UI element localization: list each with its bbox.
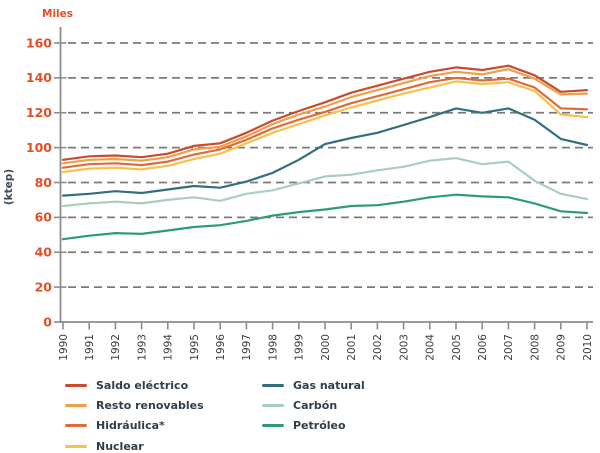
y-tick-label-20: 20 [35, 279, 53, 294]
series-line-resto-renovables [61, 68, 589, 165]
y-tick-label-160: 160 [26, 35, 52, 50]
x-tick-label-2006: 2006 [477, 334, 489, 361]
x-tick-label-1992: 1992 [110, 334, 122, 361]
y-tick-label-60: 60 [35, 210, 53, 225]
y-tick-label-0: 0 [43, 314, 52, 329]
series-line-gas-natural [61, 107, 589, 197]
legend-item-resto-renovables: Resto renovables [65, 395, 204, 415]
x-tick-label-2000: 2000 [320, 334, 332, 361]
series-line-saldo-electrico [61, 64, 589, 161]
x-tick-label-1991: 1991 [84, 334, 96, 361]
series-line-petroleo [61, 193, 589, 241]
legend-label-nuclear: Nuclear [96, 439, 144, 453]
x-tick-label-2005: 2005 [451, 334, 463, 361]
x-tick-label-2007: 2007 [503, 334, 515, 361]
x-tick-label-1995: 1995 [189, 334, 201, 361]
x-tick-label-2009: 2009 [556, 334, 568, 361]
x-tick-label-2008: 2008 [529, 334, 541, 361]
legend-swatch-hidraulica [65, 424, 87, 428]
x-tick-label-1999: 1999 [294, 334, 306, 361]
legend-label-carbon: Carbón [293, 398, 338, 412]
x-tick-label-1997: 1997 [241, 334, 253, 361]
y-tick-label-100: 100 [26, 140, 52, 155]
legend-item-saldo-electrico: Saldo eléctrico [65, 375, 204, 395]
x-tick-label-1996: 1996 [215, 334, 227, 361]
legend-item-petroleo: Petróleo [262, 416, 365, 436]
legend-label-petroleo: Petróleo [293, 419, 346, 433]
series-line-carbon [61, 157, 589, 208]
legend-item-nuclear: Nuclear [65, 436, 204, 453]
legend-swatch-carbon [262, 403, 284, 407]
y-tick-label-140: 140 [26, 70, 52, 85]
legend-swatch-nuclear [65, 444, 87, 448]
legend-item-gas-natural: Gas natural [262, 375, 365, 395]
x-tick-label-2003: 2003 [398, 334, 410, 361]
series-line-hidraulica [61, 76, 589, 169]
legend-label-gas-natural: Gas natural [293, 378, 365, 392]
y-tick-label-80: 80 [35, 175, 53, 190]
x-tick-label-2004: 2004 [425, 334, 437, 361]
legend-column-left: Saldo eléctrico Resto renovables Hidráulic… [65, 375, 204, 453]
x-tick-label-1994: 1994 [163, 334, 175, 361]
legend-swatch-resto-renovables [65, 403, 87, 407]
x-tick-label-2001: 2001 [346, 334, 358, 361]
legend-swatch-saldo-electrico [65, 383, 87, 387]
legend-item-hidraulica: Hidráulica* [65, 416, 204, 436]
chart-svg: 0 20 40 60 80 100 120 140 160 1990 1991 1992 1993 199… [26, 27, 594, 361]
legend-label-resto-renovables: Resto renovables [96, 398, 204, 412]
legend-label-hidraulica: Hidráulica* [96, 419, 165, 433]
x-tick-label-1998: 1998 [267, 334, 279, 361]
legend-item-carbon: Carbón [262, 395, 365, 415]
y-tick-label-120: 120 [26, 105, 52, 120]
x-tick-label-1990: 1990 [58, 334, 70, 361]
legend-label-saldo-electrico: Saldo eléctrico [96, 378, 189, 392]
legend-swatch-petroleo [262, 424, 284, 428]
x-tick-label-1993: 1993 [136, 334, 148, 361]
x-tick-label-2010: 2010 [582, 334, 594, 361]
x-tick-label-2002: 2002 [372, 334, 384, 361]
y-axis-unit-label: Miles [42, 8, 74, 20]
series-line-nuclear [61, 80, 589, 174]
y-tick-label-40: 40 [35, 245, 53, 260]
legend-swatch-gas-natural [262, 383, 284, 387]
legend-column-right: Gas natural Carbón Petróleo [262, 375, 365, 436]
